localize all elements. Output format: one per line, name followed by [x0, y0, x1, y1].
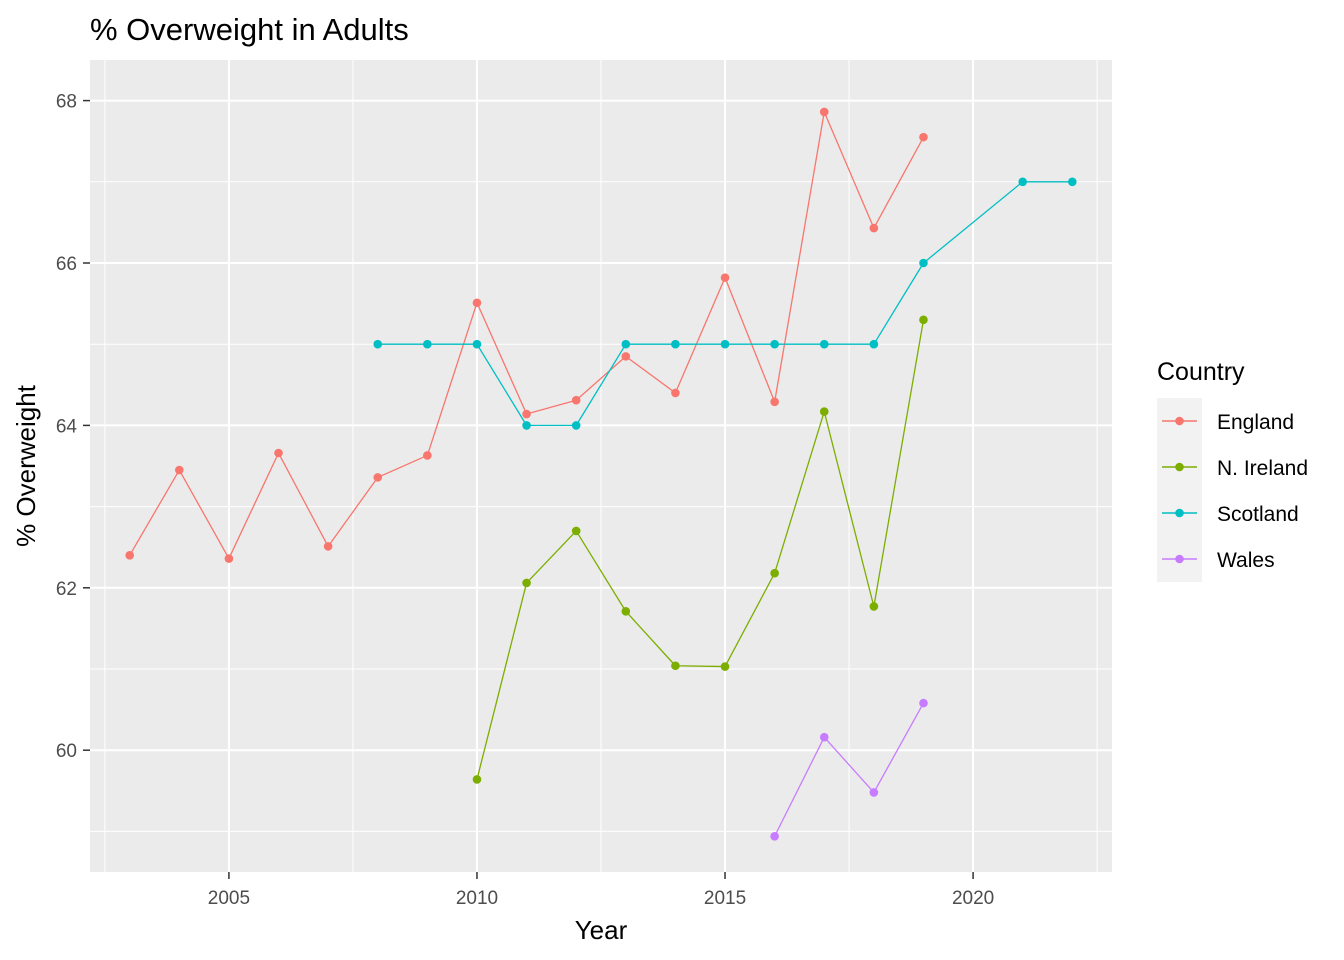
data-point-england	[472, 298, 482, 308]
data-point-scotland	[869, 339, 879, 349]
series-england	[125, 107, 928, 563]
chart-title: % Overweight in Adults	[90, 12, 409, 47]
y-axis: 60 62 64 66 68	[56, 92, 90, 762]
data-point-england	[621, 352, 631, 361]
series-line-scotland	[377, 181, 1073, 427]
data-point-scotland	[373, 339, 383, 349]
data-point-n-ireland	[472, 775, 482, 784]
data-point-england	[571, 395, 581, 405]
legend-item-scotland: Scotland	[1162, 503, 1299, 526]
legend-item-england: England	[1162, 411, 1294, 434]
y-tick-label: 64	[56, 416, 78, 437]
data-point-england	[423, 451, 432, 460]
series-n-ireland	[472, 315, 928, 784]
legend-key-point	[1175, 462, 1184, 472]
data-point-england	[919, 132, 928, 142]
data-point-england	[323, 542, 333, 551]
data-point-n-ireland	[770, 568, 779, 578]
data-point-england	[522, 409, 531, 419]
data-point-scotland	[472, 339, 482, 349]
data-point-england	[224, 554, 234, 563]
data-point-england	[175, 465, 184, 475]
data-point-n-ireland	[671, 661, 680, 671]
legend-label: Scotland	[1217, 503, 1299, 526]
data-point-england	[819, 107, 829, 117]
legend-title: Country	[1157, 358, 1245, 386]
series-line-wales	[774, 702, 925, 837]
legend-item-wales: Wales	[1162, 549, 1275, 572]
y-tick-label: 68	[56, 92, 77, 113]
data-point-n-ireland	[869, 602, 879, 611]
y-tick-label: 60	[56, 741, 77, 762]
minor-gridlines	[90, 60, 1112, 872]
series-wales	[770, 698, 928, 841]
series-line-n-ireland	[476, 319, 925, 780]
data-point-scotland	[522, 421, 531, 430]
data-point-england	[720, 273, 730, 282]
data-point-scotland	[770, 339, 779, 349]
legend: Country England N. Ireland Scotland Wales	[1157, 358, 1308, 582]
data-point-scotland	[819, 339, 829, 349]
data-point-scotland	[571, 421, 581, 430]
data-point-wales	[819, 732, 829, 742]
data-point-scotland	[423, 339, 432, 349]
series-scotland	[373, 177, 1077, 430]
legend-key-background	[1157, 398, 1202, 582]
legend-item-n-ireland: N. Ireland	[1162, 457, 1308, 480]
data-point-n-ireland	[621, 607, 631, 616]
x-tick-label: 2010	[456, 888, 498, 909]
data-point-n-ireland	[522, 578, 531, 588]
data-point-scotland	[720, 339, 730, 349]
y-axis-title: % Overweight	[11, 384, 41, 547]
legend-key-point	[1175, 508, 1184, 518]
legend-key-point	[1175, 416, 1184, 426]
data-point-scotland	[1068, 177, 1077, 187]
x-tick-label: 2015	[704, 888, 746, 909]
data-point-england	[274, 448, 283, 458]
data-point-wales	[919, 698, 928, 708]
data-point-scotland	[621, 339, 631, 349]
x-tick-label: 2005	[208, 888, 250, 909]
data-point-n-ireland	[571, 526, 581, 536]
legend-label: N. Ireland	[1217, 457, 1308, 480]
data-point-wales	[770, 831, 779, 841]
x-axis-title: Year	[575, 915, 628, 945]
data-point-england	[671, 388, 680, 398]
data-point-wales	[869, 788, 879, 797]
major-gridlines	[90, 60, 1112, 872]
legend-label: England	[1217, 411, 1294, 434]
y-tick-label: 66	[56, 254, 77, 275]
data-point-england	[770, 397, 779, 407]
data-point-n-ireland	[819, 407, 829, 416]
data-point-england	[125, 551, 134, 560]
y-tick-label: 62	[56, 579, 77, 600]
x-axis: 2005 2010 2015 2020	[208, 872, 994, 909]
legend-key-point	[1175, 554, 1184, 564]
data-point-scotland	[1018, 177, 1027, 187]
data-point-scotland	[919, 258, 928, 268]
data-point-england	[869, 223, 879, 233]
data-point-england	[373, 473, 383, 482]
data-point-n-ireland	[919, 315, 928, 325]
data-point-scotland	[671, 339, 680, 349]
x-tick-label: 2020	[952, 888, 994, 909]
data-point-n-ireland	[720, 662, 730, 671]
legend-label: Wales	[1217, 549, 1275, 572]
series-layer	[125, 107, 1077, 841]
